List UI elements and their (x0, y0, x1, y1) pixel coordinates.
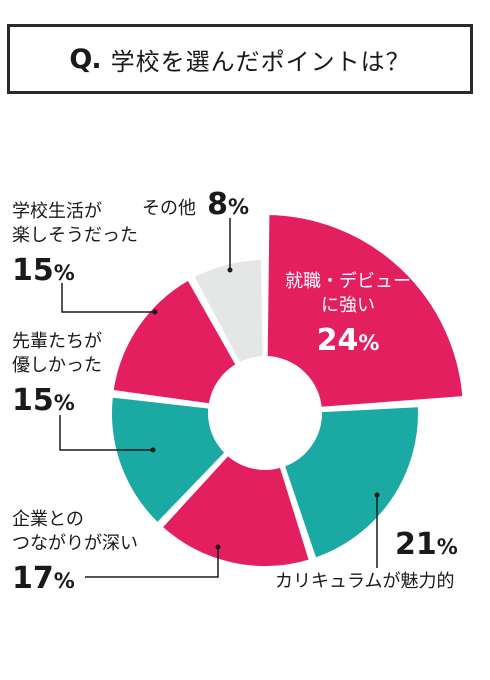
slice-label-line: 就職・デビュー (285, 271, 411, 292)
slice-label-jobs: 就職・デビュー に強い 24% (282, 270, 414, 360)
question-mark-label: Q. (69, 43, 101, 75)
slice-group (108, 210, 467, 570)
slice-label-line: に強い (321, 295, 375, 316)
leader-line-school-life (61, 283, 155, 313)
slice-value: 17% (12, 562, 138, 598)
leader-line-companies (85, 547, 219, 578)
slice-label-line: 楽しそうだった (12, 225, 138, 246)
slice-value: 15% (12, 384, 102, 420)
slice-label-line: 優しかった (12, 355, 102, 376)
leader-line-curriculum-dot (374, 492, 380, 498)
leader-line-companies-dot (215, 544, 221, 550)
question-title-box: Q. 学校を選んだポイントは？ (7, 24, 473, 94)
question-text: 学校を選んだポイントは？ (110, 47, 411, 76)
percent-sign: % (53, 391, 75, 415)
percent-sign: % (436, 535, 458, 559)
slice-label-line: 企業との (12, 509, 84, 530)
slice-label-line: 学校生活が (12, 201, 102, 222)
slice-label-other: その他 8% (142, 188, 249, 224)
slice-label-line: つながりが深い (12, 533, 138, 554)
slice-label-seniors: 先輩たちが 優しかった 15% (12, 330, 102, 420)
slice-value: 8% (207, 187, 249, 222)
leader-line-group (59, 218, 380, 578)
percent-sign: % (53, 569, 75, 593)
slice-label-line: 先輩たちが (12, 331, 102, 352)
slice-value-number: 8 (207, 187, 228, 222)
slice-label-companies: 企業との つながりが深い 17% (12, 508, 138, 598)
slice-curriculum (280, 403, 422, 563)
slice-value-number: 15 (12, 253, 54, 288)
slice-value-number: 17 (12, 561, 54, 596)
slice-seniors (108, 393, 230, 528)
slice-other (189, 255, 267, 368)
slice-value-number: 24 (316, 323, 359, 358)
slice-value-number: 21 (395, 527, 437, 562)
slice-school-life (109, 275, 241, 408)
slice-jobs (263, 210, 467, 412)
slice-value-number: 15 (12, 383, 54, 418)
leader-line-school-life-dot (152, 309, 158, 315)
slice-label-text: カリキュラムが魅力的 (275, 571, 455, 592)
leader-line-other-dot (227, 267, 233, 273)
leader-line-seniors (59, 415, 153, 451)
slice-companies (157, 450, 314, 570)
slice-label-curriculum: 21% (395, 528, 468, 564)
slice-label-text: その他 (142, 198, 196, 219)
percent-sign: % (227, 195, 250, 219)
percent-sign: % (358, 331, 380, 355)
slice-value: 21% (395, 528, 468, 564)
slice-label-school-life: 学校生活が 楽しそうだった 15% (12, 200, 138, 290)
slice-value: 24% (282, 324, 414, 360)
percent-sign: % (53, 261, 75, 285)
slice-value: 15% (12, 254, 138, 290)
leader-line-seniors-dot (150, 447, 156, 453)
